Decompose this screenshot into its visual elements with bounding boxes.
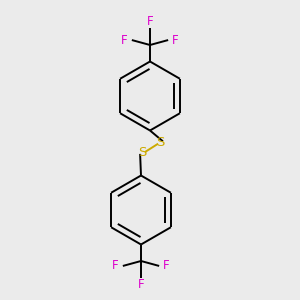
Text: F: F — [163, 260, 170, 272]
Text: S: S — [138, 146, 147, 160]
Text: F: F — [138, 278, 144, 291]
Text: F: F — [121, 34, 128, 46]
Text: F: F — [147, 15, 153, 28]
Text: F: F — [112, 260, 119, 272]
Text: F: F — [172, 34, 179, 46]
Text: S: S — [156, 136, 165, 149]
